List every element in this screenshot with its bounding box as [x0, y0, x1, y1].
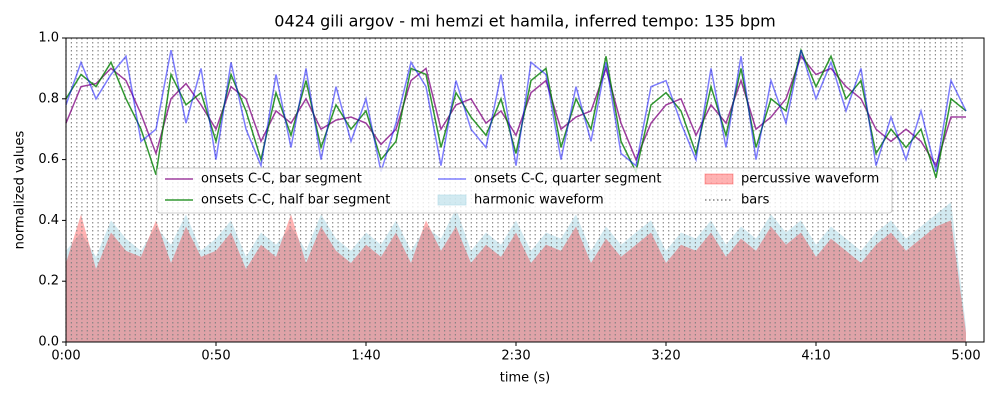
legend-swatch [704, 173, 734, 185]
y-axis-label: normalized values [13, 130, 28, 249]
x-axis-label: time (s) [500, 371, 550, 386]
legend-label: bars [741, 193, 770, 208]
y-tick-label: 1.0 [38, 31, 59, 46]
area [66, 214, 966, 342]
x-tick-label: 5:00 [951, 349, 980, 364]
line [65, 54, 966, 168]
x-tick-label: 0:50 [201, 349, 230, 364]
y-tick-label: 0.6 [38, 152, 59, 167]
legend-label: percussive waveform [741, 172, 879, 187]
line [65, 49, 967, 172]
chart-title: 0424 gili argov - mi hemzi et hamila, in… [274, 12, 775, 31]
legend-label: onsets C-C, half bar segment [201, 193, 390, 208]
area [66, 202, 966, 342]
x-tick-label: 3:20 [651, 349, 680, 364]
x-tick-label: 0:00 [51, 349, 80, 364]
legend-label: onsets C-C, quarter segment [474, 172, 661, 187]
y-tick-label: 0.8 [38, 91, 59, 106]
y-tick-label: 0.0 [38, 335, 59, 350]
legend-label: onsets C-C, bar segment [201, 172, 362, 187]
y-tick-label: 0.2 [38, 274, 59, 289]
y-tick-label: 0.4 [38, 213, 59, 228]
x-tick-label: 2:30 [501, 349, 530, 364]
line [65, 47, 967, 179]
axes-frame [65, 37, 985, 343]
legend-label: harmonic waveform [474, 193, 604, 208]
legend-swatch [437, 194, 467, 206]
legend: onsets C-C, bar segment onsets C-C, half … [156, 167, 893, 214]
x-tick-label: 4:10 [801, 349, 830, 364]
x-tick-label: 1:40 [351, 349, 380, 364]
legend-box [156, 167, 893, 214]
